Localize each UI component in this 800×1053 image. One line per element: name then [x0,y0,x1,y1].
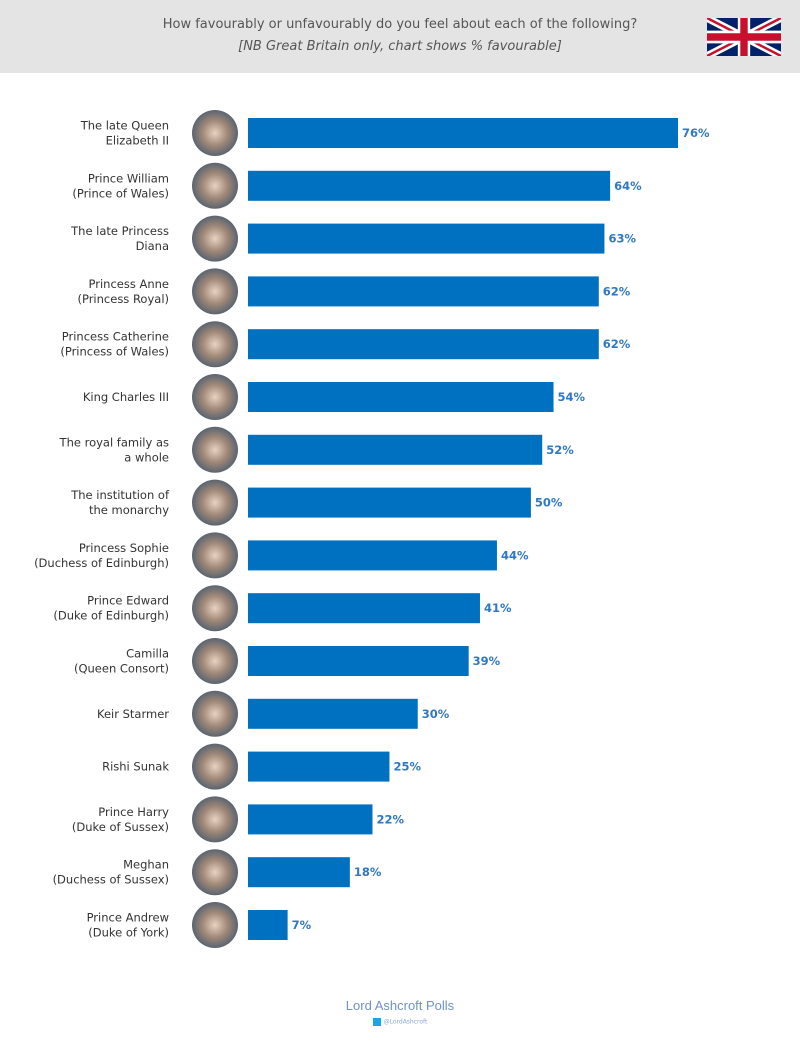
category-label: Princess Anne [89,277,170,291]
value-label: 50% [535,496,563,510]
bar [248,329,599,360]
bar [248,910,288,940]
category-label: The royal family as [59,435,169,449]
bar [248,857,350,888]
value-label: 25% [393,760,421,774]
category-label: The institution of [70,488,170,502]
portrait-avatar [192,902,238,948]
value-label: 39% [473,654,501,668]
value-label: 76% [682,126,710,140]
bar [248,646,469,676]
portrait-avatar [192,743,238,790]
chart-title: How favourably or unfavourably do you fe… [162,17,638,32]
bar [248,698,418,729]
portrait-avatar [192,268,238,315]
portrait-avatar [192,215,238,262]
category-label: Camilla [126,647,169,661]
bar [248,487,531,518]
bar [248,118,678,148]
footer-handle-row[interactable]: @LordAshcroft [0,1018,800,1026]
category-label: Diana [136,239,169,253]
category-label: (Duke of Edinburgh) [53,609,169,623]
header: How favourably or unfavourably do you fe… [0,0,800,73]
chart-subtitle: [NB Great Britain only, chart shows % fa… [238,39,562,54]
bar [248,276,599,307]
bar [248,382,554,412]
portrait-avatar [192,690,238,737]
category-label: (Duke of York) [88,926,169,940]
category-label: a whole [124,450,169,464]
value-label: 41% [484,601,512,615]
category-label: Keir Starmer [97,707,169,721]
category-label: Prince Andrew [87,911,169,925]
bar [248,540,497,571]
value-label: 52% [546,443,574,457]
value-label: 44% [501,548,529,562]
bar [248,804,373,835]
portrait-avatar [192,321,238,368]
portrait-avatar [192,162,238,209]
portrait-avatar [192,110,238,156]
category-label: (Duke of Sussex) [72,820,169,834]
value-label: 18% [354,865,382,879]
value-label: 7% [292,918,312,932]
portrait-avatar [192,585,238,632]
portrait-avatar [192,796,238,843]
category-label: The late Queen [80,119,169,133]
category-label: Elizabeth II [106,134,169,148]
value-label: 54% [558,390,586,404]
value-label: 22% [376,812,404,826]
category-label: (Princess of Wales) [60,345,169,359]
twitter-handle[interactable]: @LordAshcroft [383,1018,428,1026]
category-label: The late Princess [70,224,169,238]
category-label: (Duchess of Sussex) [53,873,169,887]
bar [248,223,605,254]
portrait-avatar [192,479,238,526]
footer-brand: Lord Ashcroft Polls [345,998,455,1013]
value-label: 62% [603,337,631,351]
twitter-icon [372,1018,381,1026]
bar [248,434,543,465]
portrait-avatar [192,638,238,684]
category-label: (Prince of Wales) [72,186,169,200]
category-label: (Queen Consort) [74,662,169,676]
portrait-avatar [192,849,238,896]
category-label: the monarchy [89,503,169,517]
bar [248,751,390,782]
portrait-avatar [192,532,238,579]
portrait-avatar [192,374,238,420]
bar [248,170,611,201]
category-label: (Duchess of Edinburgh) [34,556,169,570]
category-label: Meghan [123,858,169,872]
bar [248,593,480,624]
category-label: Prince Harry [98,805,169,819]
value-label: 63% [608,232,636,246]
category-label: (Princess Royal) [77,292,169,306]
category-label: Prince William [88,171,169,185]
value-label: 64% [614,179,642,193]
category-label: King Charles III [83,390,169,404]
value-label: 30% [422,707,450,721]
category-label: Prince Edward [87,594,169,608]
category-label: Rishi Sunak [102,760,169,774]
portrait-avatar [192,426,238,473]
value-label: 62% [603,284,631,298]
union-jack-flag-icon [707,18,781,56]
category-label: Princess Sophie [79,541,169,555]
category-label: Princess Catherine [62,330,169,344]
